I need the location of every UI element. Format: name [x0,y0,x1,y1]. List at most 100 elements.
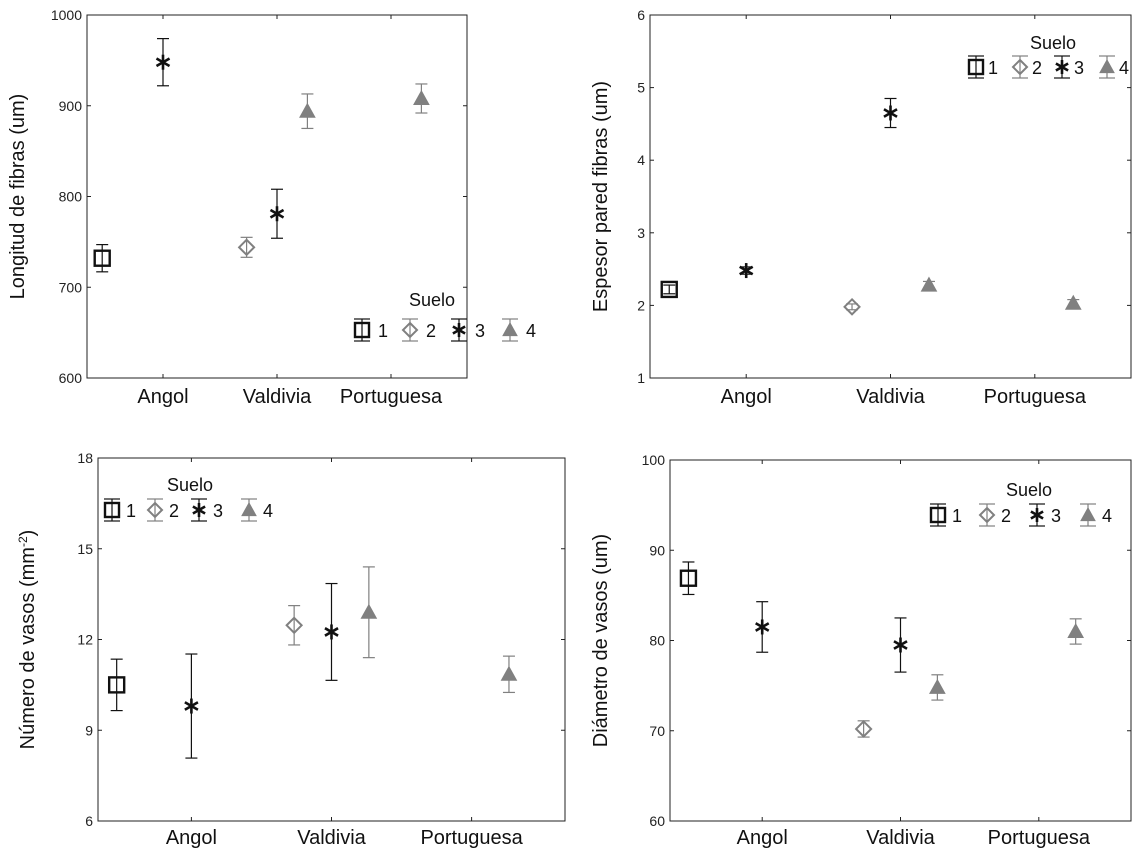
point-triangle-marker [920,276,938,292]
legend-square-marker [103,501,121,519]
y-tick-label: 1000 [51,7,82,23]
y-tick-label: 900 [59,98,83,114]
y-tick-label: 600 [59,370,83,386]
legend-triangle-marker [1099,58,1115,74]
legend-label: 2 [1032,58,1042,78]
legend: Suelo 1 2 3 4 [353,290,536,342]
legend-triangle-marker [1080,506,1096,522]
data-point-suelo-3 [755,601,770,653]
y-tick-label: 800 [59,189,83,205]
legend-item-3: 3 [451,318,485,342]
point-asterisk-marker [269,206,285,222]
legend-square-marker [929,506,947,524]
data-point-suelo-2 [854,720,873,738]
point-triangle-marker [1067,622,1085,638]
y-tick-label: 3 [637,225,645,241]
legend-label: 4 [1119,58,1129,78]
data-point-suelo-1 [660,280,678,299]
legend-title: Suelo [1030,33,1076,53]
data-point-suelo-4 [500,655,518,694]
legend-label: 4 [1102,506,1112,526]
x-tick-label: Angol [721,386,772,408]
data-point-suelo-4 [920,276,938,292]
data-point-suelo-2 [285,605,304,646]
legend-label: 3 [1074,58,1084,78]
legend-item-1: 1 [103,498,136,522]
point-triangle-marker [1064,294,1082,310]
chart-panel-1: 600 700 800 900 1000 Angol Valdivia Portuguesa L… [7,7,536,408]
data-point-suelo-2 [843,297,861,316]
x-tick-label: Valdivia [243,386,312,408]
data-point-suelo-3 [155,37,171,87]
chart-panel-4: 60 70 80 90 100 Angol Valdivia Portuguesa Diámet… [590,452,1132,849]
point-asterisk-marker [739,263,754,279]
point-asterisk-marker [883,105,898,121]
legend-item-4: 4 [502,318,536,342]
y-tick-label: 9 [85,722,93,738]
point-asterisk-marker [893,637,908,653]
legend-asterisk-marker [452,323,466,337]
point-diamond-marker [854,720,873,738]
x-tick-label: Angol [137,386,188,408]
point-diamond-marker [285,616,304,635]
data-point-suelo-3 [324,582,339,681]
y-tick-label: 6 [85,813,93,829]
x-tick-label: Valdivia [856,386,925,408]
data-point-suelo-3 [269,188,285,239]
point-triangle-marker [500,665,518,681]
y-tick-label: 100 [642,452,666,468]
legend-item-4: 4 [241,498,273,522]
legend-title: Suelo [409,290,455,310]
legend-label: 2 [426,321,436,341]
legend-label: 1 [952,506,962,526]
point-triangle-marker [360,603,378,619]
legend-square-marker [353,321,371,339]
legend-diamond-marker [401,321,419,339]
legend-label: 2 [1001,506,1011,526]
legend-item-2: 2 [146,498,179,522]
legend-item-1: 1 [353,318,388,342]
legend-asterisk-marker [192,503,206,517]
y-axis-label: Espesor pared fibras (um) [590,81,612,312]
data-point-suelo-3 [883,97,898,129]
legend-label: 1 [378,321,388,341]
x-tick-label: Angol [737,827,788,849]
legend-label: 3 [1051,506,1061,526]
legend-label: 2 [169,501,179,521]
legend-triangle-marker [241,501,257,517]
x-tick-label: Portuguesa [420,827,523,849]
legend-diamond-marker [1011,58,1029,76]
point-triangle-marker [413,89,430,105]
legend-label: 1 [126,501,136,521]
point-asterisk-marker [755,619,770,635]
y-axis-label: Número de vasos (mm-2) [16,530,39,750]
y-tick-label: 90 [649,542,665,558]
legend-item-1: 1 [929,503,962,527]
data-point-suelo-4 [929,674,946,701]
data-point-suelo-3 [184,653,199,759]
y-tick-label: 70 [649,723,665,739]
data-point-suelo-1 [679,561,698,596]
legend-item-4: 4 [1099,55,1129,79]
data-point-suelo-4 [413,83,430,114]
data-point-suelo-1 [93,243,111,273]
legend-title: Suelo [1006,480,1052,500]
legend-label: 3 [213,501,223,521]
legend-item-3: 3 [191,498,223,522]
y-tick-label: 60 [649,813,665,829]
point-asterisk-marker [155,54,171,70]
data-point-suelo-3 [739,263,754,279]
y-tick-label: 6 [637,7,645,23]
x-tick-label: Valdivia [297,827,366,849]
x-tick-label: Valdivia [866,827,935,849]
data-point-suelo-1 [107,658,126,712]
legend: Suelo 1 2 3 4 [103,475,273,522]
legend-label: 3 [475,321,485,341]
y-tick-label: 12 [77,632,93,648]
point-square-marker [93,249,111,267]
point-square-marker [679,569,698,587]
point-square-marker [107,676,126,694]
data-point-suelo-4 [299,93,316,130]
legend-square-marker [967,58,985,76]
data-point-suelo-2 [237,236,256,258]
